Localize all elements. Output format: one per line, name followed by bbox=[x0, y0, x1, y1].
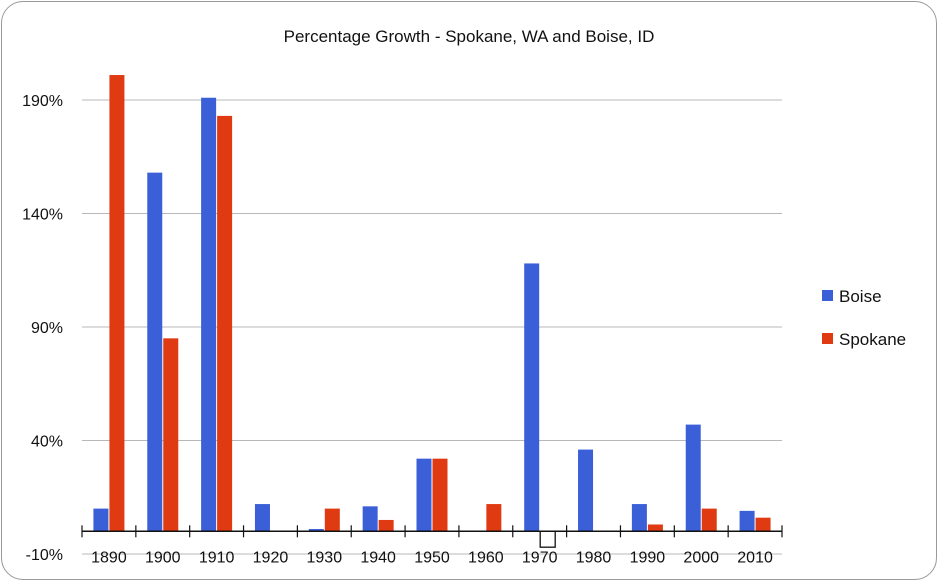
x-tick-label: 2010 bbox=[737, 549, 773, 566]
x-tick-label: 1990 bbox=[630, 549, 666, 566]
bar-boise bbox=[578, 449, 594, 532]
bar-spokane bbox=[539, 530, 556, 548]
legend: Boise Spokane bbox=[822, 287, 906, 349]
bar-spokane bbox=[378, 519, 394, 532]
legend-swatch-boise bbox=[822, 290, 833, 301]
x-tick-label: 1950 bbox=[414, 549, 450, 566]
x-tick-label: 2000 bbox=[683, 549, 719, 566]
bar-boise bbox=[308, 529, 324, 532]
x-tick-label: 1980 bbox=[576, 549, 612, 566]
bar-boise bbox=[362, 506, 378, 532]
bar-spokane bbox=[647, 524, 663, 532]
bar-boise bbox=[739, 510, 755, 532]
y-tick-label: 40% bbox=[31, 434, 63, 451]
bar-boise bbox=[201, 97, 217, 532]
chart-title: Percentage Growth - Spokane, WA and Bois… bbox=[284, 27, 655, 46]
bar-boise bbox=[254, 504, 270, 532]
bar-spokane bbox=[163, 338, 179, 532]
legend-label-boise: Boise bbox=[839, 287, 882, 306]
bar-boise bbox=[416, 458, 432, 532]
x-tick-label: 1890 bbox=[91, 549, 127, 566]
bar-boise bbox=[685, 424, 701, 532]
x-axis: 1890 1900 1910 1920 1930 1940 1950 1960 1970 1980… bbox=[81, 525, 783, 566]
legend-swatch-spokane bbox=[822, 333, 833, 344]
x-tick-label: 1900 bbox=[145, 549, 181, 566]
bar-boise bbox=[524, 263, 540, 532]
bar-spokane bbox=[109, 75, 125, 532]
bars bbox=[93, 75, 771, 548]
x-tick-label: 1920 bbox=[253, 549, 289, 566]
y-tick-label: -10% bbox=[26, 547, 63, 564]
bar-boise bbox=[93, 508, 109, 532]
bar-spokane bbox=[324, 508, 340, 532]
y-tick-label: 90% bbox=[31, 320, 63, 337]
legend-label-spokane: Spokane bbox=[839, 330, 906, 349]
bar-spokane bbox=[701, 508, 717, 532]
y-tick-label: 190% bbox=[22, 93, 63, 110]
y-tick-label: 140% bbox=[22, 207, 63, 224]
x-tick-label: 1960 bbox=[468, 549, 504, 566]
bar-spokane bbox=[217, 115, 233, 532]
bar-spokane bbox=[755, 517, 771, 532]
x-tick-label: 1930 bbox=[307, 549, 343, 566]
x-tick-label: 1970 bbox=[522, 549, 558, 566]
x-tick-label: 1940 bbox=[360, 549, 396, 566]
gridlines bbox=[82, 99, 782, 555]
x-tick-label: 1910 bbox=[199, 549, 235, 566]
bar-spokane bbox=[486, 504, 502, 532]
bar-spokane bbox=[432, 458, 448, 532]
bar-boise bbox=[147, 172, 163, 532]
bar-boise bbox=[631, 504, 647, 532]
y-axis-ticks: 190% 140% 90% 40% -10% bbox=[22, 93, 63, 564]
